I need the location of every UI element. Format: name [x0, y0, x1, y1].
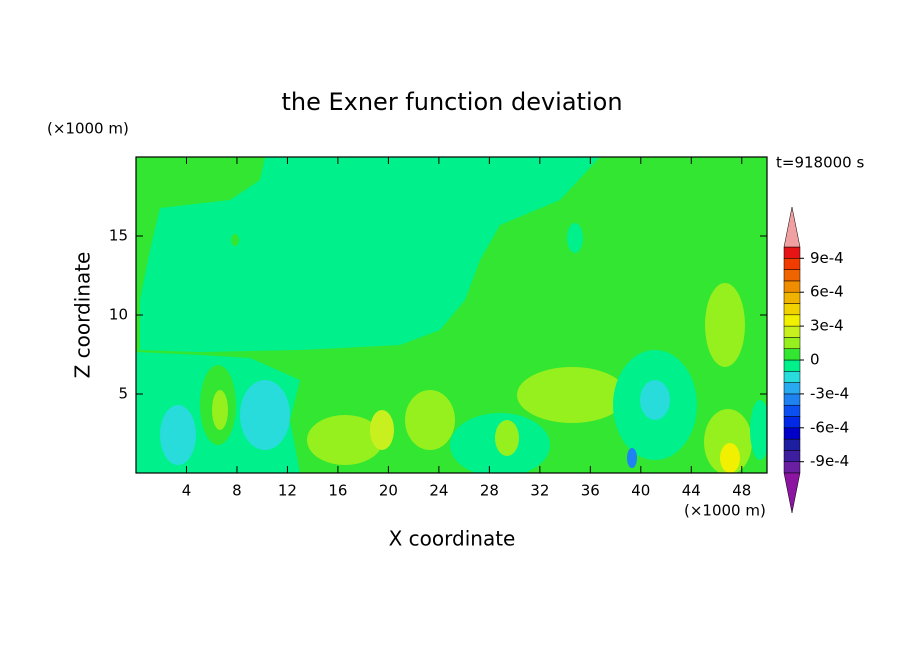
field-region: [212, 390, 228, 430]
colorbar-box: [783, 348, 801, 361]
colorbar-tick-label: 0: [810, 351, 820, 369]
colorbar-box: [783, 404, 801, 417]
colorbar-box: [783, 450, 801, 462]
field-region: [704, 409, 752, 473]
colorbar-box: [783, 337, 801, 349]
colorbar-tick-label: 9e-4: [810, 249, 844, 267]
x-tick-label: 36: [581, 482, 600, 500]
field-region: [640, 380, 670, 420]
colorbar-box: [783, 246, 801, 259]
x-tick-label: 8: [232, 482, 242, 500]
colorbar-tick-label: 6e-4: [810, 283, 844, 301]
colorbar-tick-label: -9e-4: [810, 452, 849, 470]
chart-title: the Exner function deviation: [281, 88, 622, 116]
colorbar-box: [783, 359, 801, 372]
field-region: [705, 283, 745, 367]
colorbar-box: [783, 393, 801, 406]
colorbar-extend-low: [783, 472, 801, 514]
x-tick-label: 12: [278, 482, 297, 500]
colorbar-box: [783, 416, 801, 429]
colorbar-box: [783, 269, 801, 282]
x-tick-label: 24: [429, 482, 448, 500]
field-region: [405, 390, 455, 450]
colorbar-tick-label: -6e-4: [810, 418, 849, 436]
x-unit: (×1000 m): [684, 502, 766, 520]
field-region: [231, 234, 239, 246]
colorbar-box: [783, 258, 801, 270]
colorbar-tick-label: 3e-4: [810, 317, 844, 335]
colorbar-box: [783, 280, 801, 293]
colorbar-box: [783, 371, 801, 383]
field-region: [567, 223, 583, 253]
colorbar-box: [783, 303, 801, 316]
x-tick-label: 48: [732, 482, 751, 500]
field-region: [140, 157, 600, 352]
x-tick-label: 28: [480, 482, 499, 500]
colorbar-box: [783, 291, 801, 304]
field-region: [307, 415, 383, 465]
colorbar-box: [783, 461, 801, 474]
x-tick-label: 44: [682, 482, 701, 500]
colorbar-box: [783, 314, 801, 327]
y-tick-label: 5: [118, 385, 128, 403]
colorbar-tick-label: -3e-4: [810, 384, 849, 402]
x-tick-label: 20: [379, 482, 398, 500]
field-region: [750, 400, 767, 460]
y-axis-label: Z coordinate: [71, 252, 95, 379]
y-tick-label: 15: [109, 227, 128, 245]
colorbar-extend-high: [783, 206, 801, 248]
x-tick-label: 40: [631, 482, 650, 500]
colorbar-box: [783, 438, 801, 451]
field-region: [517, 367, 627, 423]
x-tick-label: 32: [530, 482, 549, 500]
y-tick-label: 10: [109, 306, 128, 324]
field-region: [720, 443, 740, 473]
time-annotation: t=918000 s: [776, 154, 864, 172]
field-region: [370, 410, 394, 450]
colorbar-box: [783, 325, 801, 338]
x-tick-label: 16: [328, 482, 347, 500]
y-unit: (×1000 m): [47, 120, 129, 138]
colorbar-box: [783, 427, 801, 440]
colorbar-box: [783, 382, 801, 395]
x-tick-label: 4: [182, 482, 192, 500]
field-region: [495, 420, 519, 456]
field-region: [240, 380, 290, 450]
field-region: [627, 448, 637, 468]
x-axis-label: X coordinate: [389, 527, 516, 551]
contour-field: [136, 157, 767, 473]
field-region: [160, 405, 196, 465]
